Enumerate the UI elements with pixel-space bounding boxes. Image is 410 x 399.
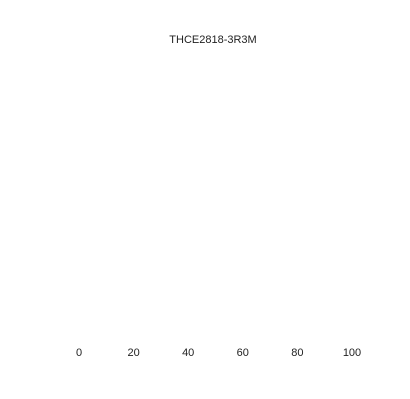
chart-title: THCE2818-3R3M (169, 34, 256, 46)
x-tick-label-100: 100 (343, 347, 361, 359)
x-tick-label-20: 20 (127, 347, 139, 359)
x-axis-tick-labels: 0 20 40 60 80 100 (76, 347, 361, 359)
x-tick-label-80: 80 (291, 347, 303, 359)
x-tick-label-60: 60 (237, 347, 249, 359)
x-tick-label-0: 0 (76, 347, 82, 359)
x-tick-label-40: 40 (182, 347, 194, 359)
